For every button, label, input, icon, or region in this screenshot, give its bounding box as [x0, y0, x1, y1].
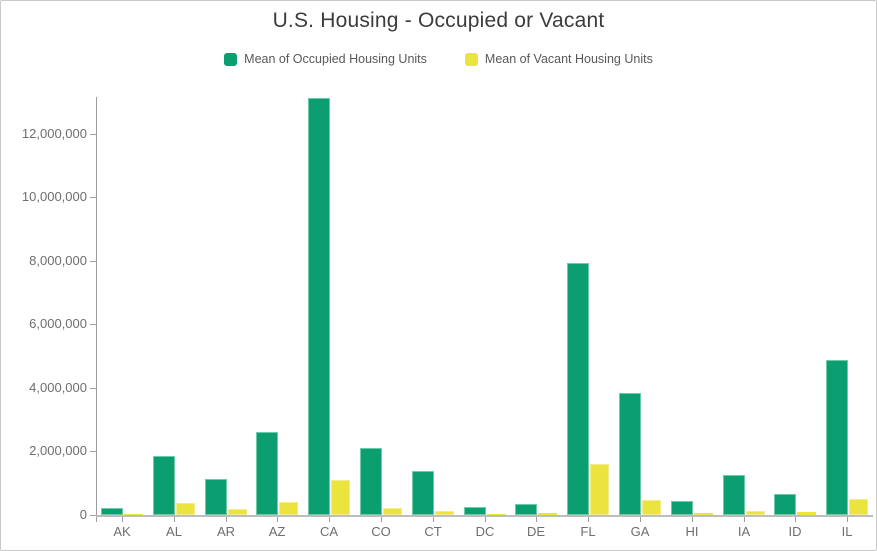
x-axis-label-AR: AR: [216, 524, 236, 539]
legend-item-occupied[interactable]: Mean of Occupied Housing Units: [224, 52, 427, 66]
x-axis-tick: [226, 517, 227, 522]
bar-occupied-AZ[interactable]: [256, 432, 278, 515]
y-axis-line: [96, 97, 97, 522]
x-axis-label-IA: IA: [737, 524, 751, 539]
bar-vacant-DE[interactable]: [538, 513, 557, 515]
x-axis-label-DC: DC: [475, 524, 495, 539]
bar-occupied-CO[interactable]: [360, 448, 382, 515]
bar-occupied-CA[interactable]: [308, 98, 330, 515]
bar-occupied-AK[interactable]: [101, 508, 123, 515]
legend-swatch-occupied: [224, 52, 238, 66]
x-axis-tick: [381, 517, 382, 522]
x-axis-label-AL: AL: [166, 524, 182, 539]
x-axis-tick: [744, 517, 745, 522]
bar-vacant-AR[interactable]: [228, 509, 247, 515]
y-axis-tick: [90, 197, 96, 198]
x-axis-tick: [277, 517, 278, 522]
y-axis-tick-label: 0: [79, 507, 87, 522]
x-axis-label-FL: FL: [580, 524, 596, 539]
y-axis-tick-label: 8,000,000: [29, 253, 87, 268]
x-axis-tick: [329, 517, 330, 522]
legend-label-vacant: Mean of Vacant Housing Units: [484, 52, 653, 66]
bar-occupied-GA[interactable]: [619, 393, 641, 515]
x-axis-label-AZ: AZ: [268, 524, 286, 539]
x-axis-label-AK: AK: [113, 524, 131, 539]
y-axis-tick: [90, 261, 96, 262]
bar-vacant-AL[interactable]: [176, 503, 195, 515]
bar-occupied-AR[interactable]: [205, 479, 227, 515]
y-axis-tick: [90, 451, 96, 452]
bar-vacant-DC[interactable]: [487, 514, 506, 515]
bar-vacant-GA[interactable]: [642, 500, 661, 515]
x-axis-tick: [536, 517, 537, 522]
x-axis-tick: [122, 517, 123, 522]
bar-vacant-CO[interactable]: [383, 508, 402, 515]
bar-vacant-AK[interactable]: [124, 514, 143, 515]
bar-vacant-ID[interactable]: [797, 512, 816, 515]
bar-vacant-FL[interactable]: [590, 464, 609, 515]
bar-occupied-CT[interactable]: [412, 471, 434, 515]
y-axis-tick: [90, 324, 96, 325]
legend-swatch-vacant: [464, 52, 478, 66]
x-axis-tick: [640, 517, 641, 522]
legend: Mean of Occupied Housing Units Mean of Va…: [1, 52, 876, 66]
y-axis-tick-label: 12,000,000: [21, 126, 87, 141]
bar-vacant-IA[interactable]: [746, 511, 765, 515]
y-axis-tick-label: 4,000,000: [29, 380, 87, 395]
bar-occupied-ID[interactable]: [774, 494, 796, 515]
y-axis-tick-label: 6,000,000: [29, 316, 87, 331]
x-axis-label-DE: DE: [526, 524, 546, 539]
x-axis-tick: [433, 517, 434, 522]
bar-vacant-CT[interactable]: [435, 511, 454, 515]
x-axis-tick: [795, 517, 796, 522]
x-axis-tick: [847, 517, 848, 522]
x-axis-label-CO: CO: [371, 524, 391, 539]
bar-vacant-HI[interactable]: [694, 513, 713, 515]
legend-label-occupied: Mean of Occupied Housing Units: [244, 52, 427, 66]
x-axis-label-CT: CT: [424, 524, 442, 539]
bar-occupied-IL[interactable]: [826, 360, 848, 515]
bar-occupied-DC[interactable]: [464, 507, 486, 515]
x-axis-label-GA: GA: [630, 524, 650, 539]
x-axis-line: [96, 515, 873, 517]
bar-occupied-IA[interactable]: [723, 475, 745, 515]
bar-occupied-FL[interactable]: [567, 263, 589, 515]
bar-vacant-IL[interactable]: [849, 499, 868, 515]
y-axis-tick: [90, 388, 96, 389]
y-axis-tick-label: 10,000,000: [21, 189, 87, 204]
x-axis-tick: [174, 517, 175, 522]
bar-vacant-AZ[interactable]: [279, 502, 298, 515]
y-axis-tick: [90, 515, 96, 516]
bar-vacant-CA[interactable]: [331, 480, 350, 515]
y-axis-tick: [90, 134, 96, 135]
x-axis-label-CA: CA: [319, 524, 339, 539]
x-axis-label-IL: IL: [841, 524, 853, 539]
x-axis-tick: [588, 517, 589, 522]
x-axis-label-HI: HI: [685, 524, 699, 539]
x-axis-label-ID: ID: [788, 524, 802, 539]
x-axis-tick: [485, 517, 486, 522]
bar-occupied-HI[interactable]: [671, 501, 693, 515]
x-axis-tick: [692, 517, 693, 522]
y-axis-tick-label: 2,000,000: [29, 443, 87, 458]
bar-occupied-AL[interactable]: [153, 456, 175, 515]
legend-item-vacant[interactable]: Mean of Vacant Housing Units: [464, 52, 653, 66]
bar-occupied-DE[interactable]: [515, 504, 537, 515]
chart-title: U.S. Housing - Occupied or Vacant: [272, 9, 605, 32]
